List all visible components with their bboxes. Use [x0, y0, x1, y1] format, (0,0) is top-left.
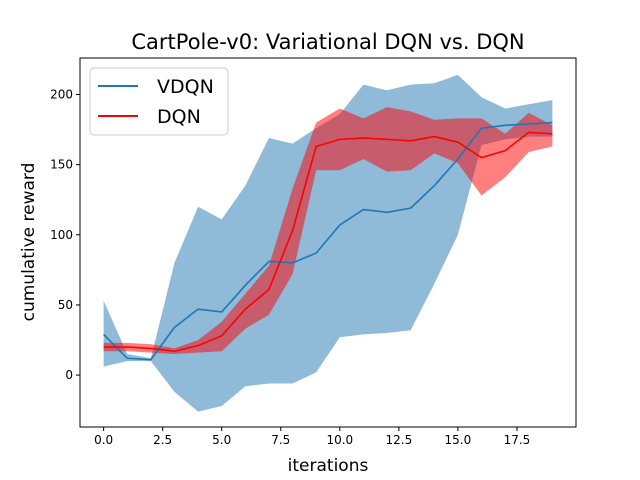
x-tick-label: 15.0 [445, 433, 472, 447]
y-tick-label: 50 [58, 298, 73, 312]
legend: VDQN DQN [89, 67, 229, 136]
x-tick-label: 0.0 [94, 433, 113, 447]
dqn-band [103, 107, 553, 355]
legend-box [89, 67, 229, 136]
x-tick-label: 5.0 [212, 433, 231, 447]
plot-frame [79, 57, 577, 428]
dqn-line [103, 131, 553, 353]
y-axis-ticks: 0 50 100 150 200 [50, 87, 80, 382]
y-tick-label: 200 [50, 87, 73, 101]
y-tick-label: 0 [65, 368, 73, 382]
x-axis-label: iterations [288, 456, 369, 476]
y-axis-label: cumulative reward [19, 163, 39, 322]
chart-title: CartPole-v0: Variational DQN vs. DQN [131, 30, 524, 54]
series-lines [103, 121, 553, 361]
x-tick-label: 10.0 [326, 433, 353, 447]
vdqn-line [103, 121, 553, 361]
x-tick-label: 7.5 [271, 433, 290, 447]
y-tick-label: 100 [50, 228, 73, 242]
x-tick-label: 17.5 [504, 433, 531, 447]
y-tick-label: 150 [50, 158, 73, 172]
x-tick-label: 12.5 [385, 433, 412, 447]
x-axis-ticks: 0.0 2.5 5.0 7.5 10.0 12.5 15.0 17.5 [94, 427, 530, 447]
confidence-bands [103, 74, 553, 412]
legend-label-dqn: DQN [157, 106, 201, 128]
x-tick-label: 2.5 [153, 433, 172, 447]
legend-label-vdqn: VDQN [157, 76, 214, 98]
